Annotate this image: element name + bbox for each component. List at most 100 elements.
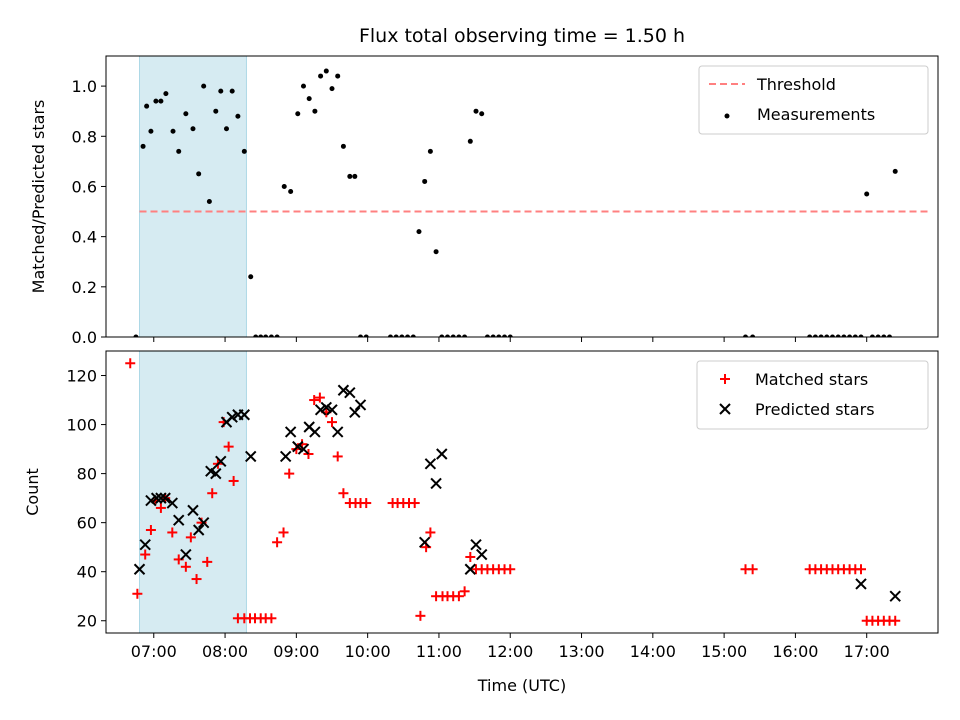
legend-ratio: Threshold Measurements <box>698 65 929 135</box>
x-b <box>133 563 146 575</box>
x-b <box>476 548 488 561</box>
legend-entry-label: Matched stars <box>755 370 868 389</box>
measurement-point <box>852 334 858 337</box>
measurement-point <box>241 148 247 154</box>
x-b <box>349 406 361 419</box>
x-b <box>279 450 292 463</box>
matched-star-marker <box>185 532 196 543</box>
measurement-point <box>295 111 301 117</box>
x-b <box>166 497 179 509</box>
series-measurements <box>133 68 898 337</box>
predicted-star-marker <box>145 494 157 507</box>
measurement-point <box>153 98 159 104</box>
predicted-star-marker <box>337 384 350 396</box>
measurement-point <box>223 126 229 132</box>
matched-star-marker <box>132 588 143 599</box>
measurement-point <box>329 86 335 92</box>
measurement-point <box>352 173 358 179</box>
matched-star-marker <box>409 498 420 509</box>
measurement-point <box>190 126 196 132</box>
predicted-star-marker <box>215 455 227 468</box>
predicted-star-marker <box>284 426 297 438</box>
y-tick-label: 100 <box>66 416 97 435</box>
measurement-point <box>312 108 318 114</box>
measurement-point <box>300 83 306 89</box>
predicted-star-marker <box>173 514 185 526</box>
matched-star-marker <box>459 586 470 597</box>
measurement-point <box>258 334 264 337</box>
x-b <box>889 590 901 602</box>
x-tick-label: 07:00 <box>131 642 177 661</box>
x-b <box>150 492 163 504</box>
x-b <box>180 548 192 561</box>
predicted-star-marker <box>139 539 151 551</box>
y-tick-label: 0.4 <box>72 228 97 247</box>
matched-star-marker <box>505 564 516 575</box>
measurement-point <box>484 334 490 337</box>
predicted-star-marker <box>192 524 205 536</box>
x-b <box>418 536 431 548</box>
x-b <box>331 426 344 438</box>
predicted-star-marker <box>349 406 361 419</box>
measurement-point <box>750 334 756 337</box>
measurement-point <box>253 334 259 337</box>
predicted-star-marker <box>430 477 442 490</box>
matched-star-marker <box>453 591 464 602</box>
matched-star-marker <box>278 527 289 538</box>
matched-star-marker <box>747 564 758 575</box>
axes-frame <box>105 350 939 634</box>
x-tick-label: 15:00 <box>701 642 747 661</box>
predicted-star-marker <box>133 563 146 575</box>
predicted-star-marker <box>150 492 163 504</box>
panel-counts: 20 40 60 80 100 120 07:00 08:00 09:00 10:00 11:00 1… <box>66 350 939 661</box>
measurement-point <box>405 334 411 337</box>
measurement-point <box>467 138 473 144</box>
y-tick-label: 0.0 <box>72 328 97 347</box>
legend-measurement-swatch <box>724 113 730 119</box>
measurement-point <box>812 334 818 337</box>
measurement-point <box>743 334 749 337</box>
x-b <box>187 504 199 517</box>
measurement-point <box>323 68 329 74</box>
x-b <box>173 514 185 526</box>
measurement-point <box>335 73 341 79</box>
matched-star-marker <box>856 564 867 575</box>
matched-star-marker <box>180 561 191 572</box>
y-tick-label: 120 <box>66 367 97 386</box>
x-tick-label: 10:00 <box>345 642 391 661</box>
predicted-star-marker <box>314 404 327 416</box>
measurement-point <box>306 96 312 102</box>
legend-counts: Matched stars Predicted stars <box>696 360 929 430</box>
shaded-observing-region <box>139 350 247 634</box>
measurement-point <box>218 88 224 94</box>
y-tick-label: 40 <box>77 563 97 582</box>
x-b <box>430 477 442 490</box>
x-b <box>192 524 205 536</box>
matched-star-marker <box>284 468 295 479</box>
x-b <box>470 539 482 551</box>
x-b <box>205 465 217 477</box>
measurement-point <box>163 91 169 97</box>
measurement-point <box>248 274 254 280</box>
x-b <box>337 384 350 396</box>
x-b <box>145 494 157 507</box>
measurement-point <box>176 148 182 154</box>
matched-star-marker <box>202 556 213 567</box>
measurement-point <box>818 334 824 337</box>
matched-star-marker <box>223 441 234 452</box>
y-tick-label: 60 <box>77 514 97 533</box>
matched-star-marker <box>155 502 166 513</box>
predicted-star-marker <box>180 548 192 561</box>
x-tick-label: 13:00 <box>558 642 604 661</box>
legend-entry-label: Predicted stars <box>755 400 875 419</box>
measurement-point <box>144 103 150 109</box>
measurement-point <box>892 168 898 174</box>
matched-star-marker <box>314 392 325 403</box>
x-b <box>155 492 167 504</box>
measurement-point <box>422 178 428 184</box>
matched-star-marker <box>272 537 283 548</box>
matched-star-marker <box>338 488 349 499</box>
measurement-point <box>206 199 212 205</box>
measurement-point <box>416 229 422 235</box>
measurement-point <box>864 191 870 197</box>
